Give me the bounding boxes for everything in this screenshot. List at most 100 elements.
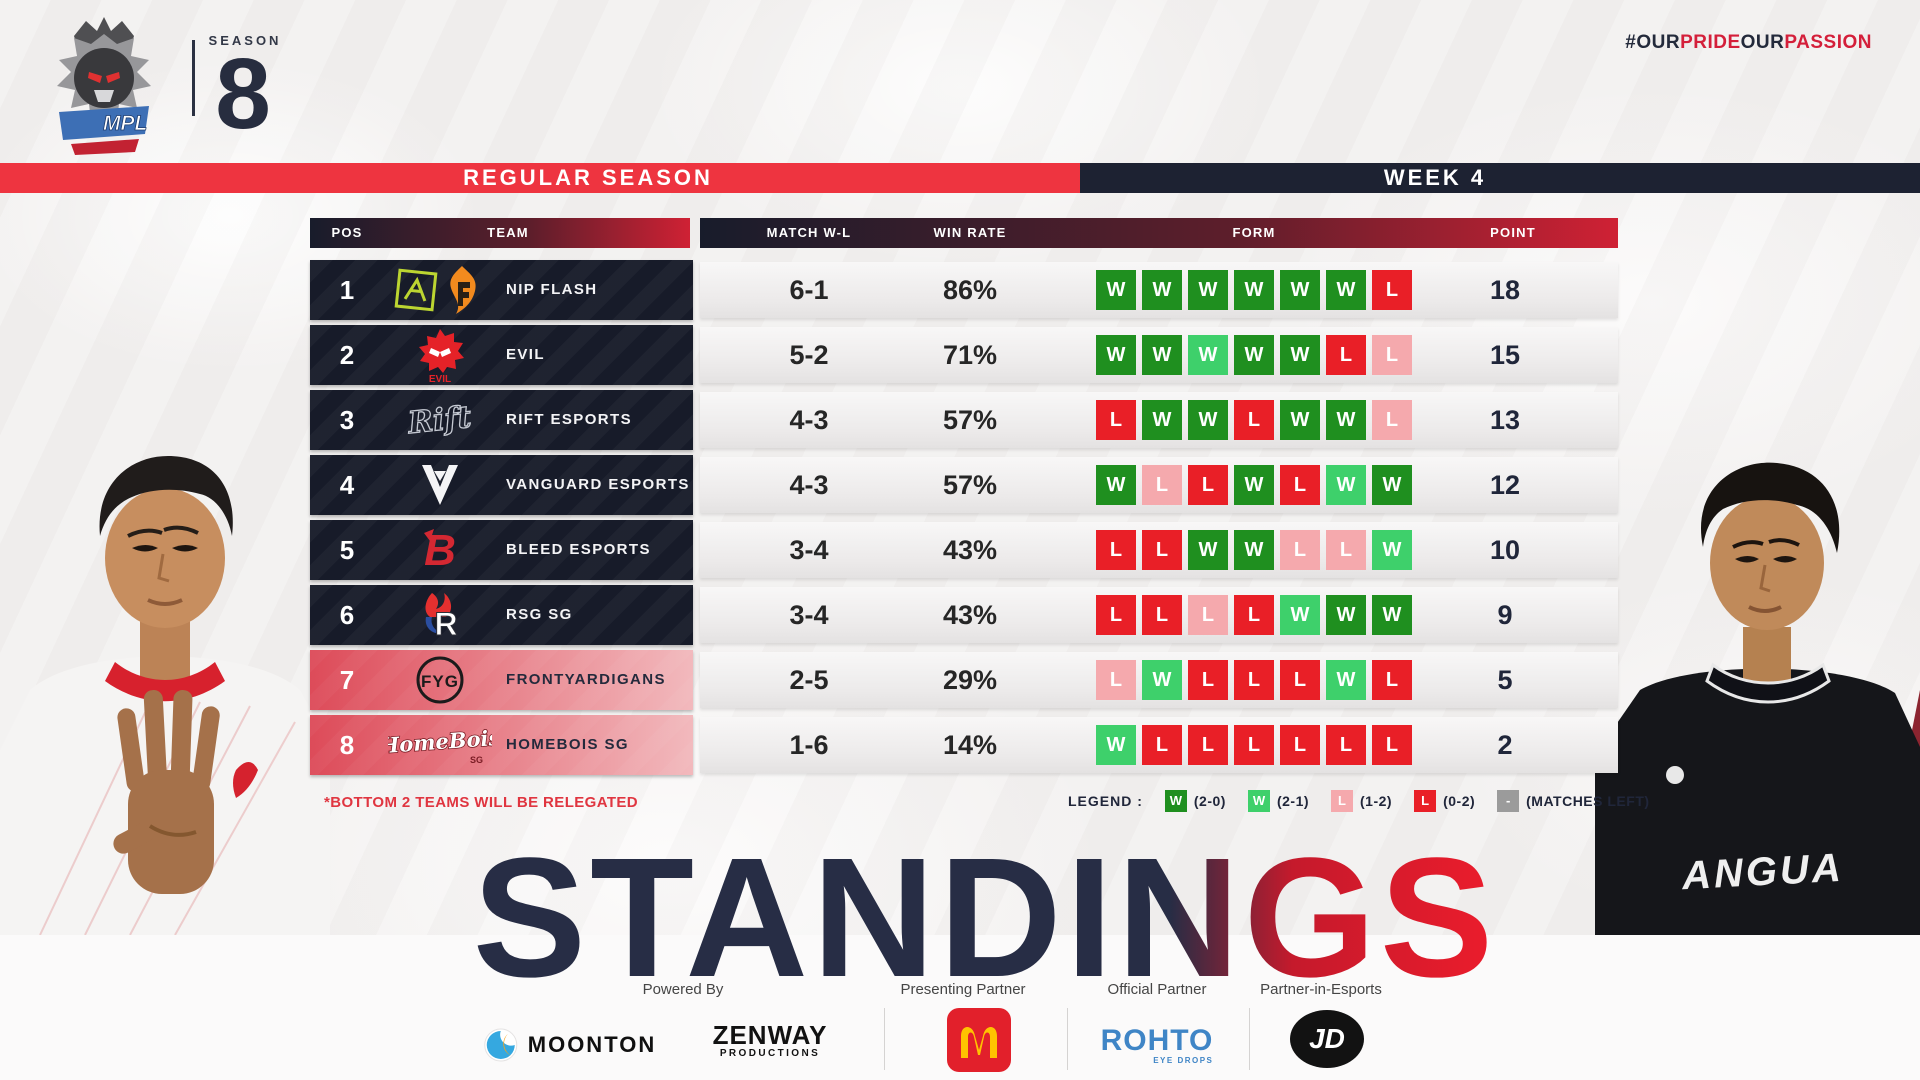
form-result-l0: L [1280,660,1320,700]
form-result-w2: W [1188,400,1228,440]
form-result-w2: W [1326,595,1366,635]
bleed-logo-icon: B [424,526,456,575]
team-cell: 6 R RSG SG [310,585,693,645]
row-team-name: VANGUARD ESPORTS [506,476,690,493]
legend-label: (0-2) [1443,793,1476,809]
team-logo-icon: R [380,589,500,641]
moonton-logo: MOONTON [484,1028,656,1062]
form-result-w2: W [1234,335,1274,375]
season-number: 8 [215,38,271,150]
legend-item: W (2-0) [1164,790,1226,812]
form-result-w2: W [1280,335,1320,375]
form-result-w1: W [1280,595,1320,635]
col-header-winrate: WIN RATE [933,225,1007,240]
form-result-l0: L [1234,660,1274,700]
row-pos: 2 [339,340,355,370]
form-result-w2: W [1142,335,1182,375]
legend-title: LEGEND : [1068,793,1143,809]
row-points: 13 [1489,405,1521,435]
zenway-logo: ZENWAY PRODUCTIONS [713,1022,828,1059]
hashtag-part: #OUR [1625,32,1681,53]
legend-label: (1-2) [1360,793,1393,809]
powered-by-label: Powered By [642,981,724,998]
row-points: 5 [1497,665,1513,695]
homebois-logo-icon: HomeBois SG [388,724,492,765]
row-match-wl: 2-5 [789,665,829,695]
team-logo-icon [380,459,500,511]
rohto-logo: ROHTO EYE DROPS [1100,1024,1214,1066]
legend-swatch-left: - [1497,790,1520,812]
row-pos: 6 [339,600,355,630]
form-result-l0: L [1188,465,1228,505]
team-logo-icon: HomeBois SG [380,719,500,771]
team-logo-icon: EVIL [380,329,500,383]
row-points: 18 [1489,275,1521,305]
team-cell: 4 VANGUARD ESPORTS [310,455,693,515]
form-result-l0: L [1188,725,1228,765]
legend-swatch-l0: L [1414,790,1437,812]
form-result-l0: L [1280,725,1320,765]
footer-divider [1249,1008,1250,1070]
form-result-w2: W [1234,530,1274,570]
zenway-wordmark: ZENWAY [712,1020,828,1050]
fyg-logo-icon: FYG [416,656,464,704]
form-result-l0: L [1234,725,1274,765]
rohto-sub: EYE DROPS [1153,1056,1214,1065]
legend-item: L (1-2) [1331,790,1392,812]
col-header-pos: POS [331,225,363,240]
rift-logo-icon: Rift [405,399,474,442]
team-cell: 2 EVIL EVIL [310,325,693,385]
form-result-l1: L [1326,530,1366,570]
form-result-l1: L [1096,660,1136,700]
row-team-name: BLEED ESPORTS [506,541,651,558]
legend: LEGEND : W (2-0) W (2-1) L (1-2) L (0-2) - (MATCH… [1068,790,1650,812]
mcdonalds-logo [947,1008,1011,1077]
form-result-l0: L [1188,660,1228,700]
rohto-wordmark: ROHTO [1100,1024,1214,1057]
moonton-icon [484,1028,518,1062]
row-match-wl: 1-6 [789,730,829,760]
player-photo-left [0,456,330,935]
row-match-wl: 6-1 [789,275,829,305]
team-logo-icon [380,264,500,316]
form-result-w1: W [1372,530,1412,570]
nip-flash-logo-icon [394,266,476,314]
page-title: STANDINGS [473,833,1498,1003]
mpl-logo-text: MPL [103,112,147,135]
form-result-l1: L [1372,400,1412,440]
form-result-w2: W [1280,270,1320,310]
legend-item: L (0-2) [1414,790,1475,812]
relegation-note: *BOTTOM 2 TEAMS WILL BE RELEGATED [324,794,639,811]
form-result-w2: W [1326,400,1366,440]
team-logo-icon: B [380,524,500,576]
row-team-name: NIP FLASH [506,281,598,298]
form-result-w2: W [1234,465,1274,505]
legend-label: (MATCHES LEFT) [1526,793,1650,809]
form-result-l0: L [1142,595,1182,635]
row-winrate: 71% [942,340,998,370]
mpl-lion-logo-icon: MPL [57,17,151,155]
legend-swatch-l1: L [1331,790,1354,812]
form-result-l0: L [1280,465,1320,505]
form-result-l0: L [1142,725,1182,765]
season-label: SEASON [208,33,282,48]
evil-logo-icon: EVIL [419,329,464,383]
golden-arches-icon [947,1008,1011,1072]
col-header-match-wl: MATCH W-L [766,225,852,240]
hashtag-part: OUR [1740,32,1785,53]
official-label: Official Partner [1107,981,1207,998]
